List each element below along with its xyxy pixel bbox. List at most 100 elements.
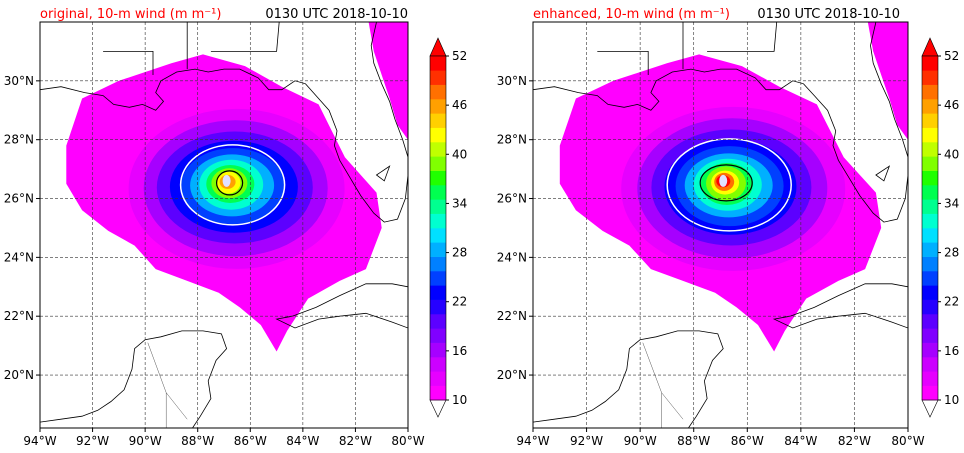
- colorbar-segment: [430, 199, 446, 214]
- colorbar-tick-label: 46: [452, 98, 467, 112]
- contour-black: [216, 170, 244, 196]
- grid-lines: [533, 22, 908, 428]
- colorbar-tick-label: 52: [452, 49, 467, 63]
- colorbar-segment: [922, 385, 938, 401]
- coastline-cuba: [275, 283, 408, 329]
- map-frame: [39, 21, 409, 429]
- colorbar-segment: [430, 328, 446, 343]
- colorbar-segment: [922, 371, 938, 386]
- colorbar-segment: [430, 256, 446, 272]
- colorbar-tick-label: 34: [944, 196, 959, 210]
- colorbar-segment: [430, 314, 446, 329]
- colorbar-frame: [429, 55, 447, 401]
- x-tick-label: 80°W: [391, 434, 424, 448]
- y-tick-label: 24°N: [497, 250, 527, 264]
- colorbar-tick-label: 16: [944, 344, 959, 358]
- colorbar-segment: [430, 385, 446, 401]
- colorbar-tick-label: 46: [944, 98, 959, 112]
- y-tick-label: 20°N: [4, 368, 34, 382]
- x-tick-labels: 94°W 92°W 90°W 88°W 86°W 84°W 82°W 80°W: [23, 428, 425, 448]
- colorbar-segment: [430, 228, 446, 243]
- colorbar-segment: [430, 127, 446, 143]
- colorbar-segment: [430, 99, 446, 114]
- x-tick-label: 92°W: [570, 434, 603, 448]
- colorbar-segment: [922, 142, 938, 157]
- colorbar-tick-label: 28: [452, 246, 467, 260]
- panel-original: original, 10-m wind (m m⁻¹) 0130 UTC 201…: [4, 7, 468, 448]
- colorbar-segment: [922, 99, 938, 114]
- y-tick-label: 26°N: [4, 192, 34, 206]
- colorbar-tick-label: 52: [944, 49, 959, 63]
- colorbar-segment: [922, 127, 938, 143]
- panel-title-left: original, 10-m wind (m m⁻¹): [40, 7, 221, 22]
- colorbar-segment: [922, 199, 938, 214]
- colorbar-segment: [430, 84, 446, 100]
- colorbar-segment: [922, 314, 938, 329]
- colorbar-segment: [430, 185, 446, 200]
- wind-atlantic: [368, 22, 408, 140]
- x-tick-label: 84°W: [286, 434, 319, 448]
- y-tick-labels: 30°N 28°N 26°N 24°N 22°N 20°N: [4, 74, 40, 382]
- colorbar-segment: [922, 242, 938, 257]
- x-tick-label: 94°W: [516, 434, 549, 448]
- colorbar-tick-label: 40: [452, 147, 467, 161]
- coastline-us: [40, 68, 408, 223]
- panel-enhanced: enhanced, 10-m wind (m m⁻¹) 0130 UTC 201…: [497, 7, 960, 448]
- y-tick-labels: 30°N 28°N 26°N 24°N 22°N 20°N: [497, 74, 533, 382]
- colorbar-segment: [430, 170, 446, 186]
- coastline-cuba: [772, 283, 908, 329]
- colorbar-tick-label: 34: [452, 196, 467, 210]
- colorbar-frame: [921, 55, 939, 401]
- contour-black: [699, 164, 753, 202]
- country-border: [166, 392, 188, 420]
- panel-title-left: enhanced, 10-m wind (m m⁻¹): [533, 7, 730, 22]
- coastline-florida-east: [870, 22, 908, 158]
- colorbar-tick-label: 28: [944, 246, 959, 260]
- colorbar-tick-label: 10: [452, 393, 467, 407]
- state-border: [103, 51, 154, 75]
- colorbar-segment: [430, 70, 446, 85]
- y-tick-label: 20°N: [497, 368, 527, 382]
- colorbar-extend-min: [921, 399, 939, 418]
- colorbar-extend-min: [429, 399, 447, 418]
- x-tick-label: 84°W: [784, 434, 817, 448]
- x-tick-label: 92°W: [76, 434, 109, 448]
- y-tick-label: 28°N: [497, 133, 527, 147]
- coastline-layer: [533, 22, 908, 428]
- x-tick-label: 86°W: [731, 434, 764, 448]
- contour-white: [666, 138, 792, 232]
- colorbar-segment: [922, 156, 938, 171]
- colorbar: 10 16 22 28 34 40 46 52: [429, 37, 467, 418]
- colorbar-segment: [430, 271, 446, 286]
- map-frame: [532, 21, 909, 429]
- x-tick-labels: 94°W 92°W 90°W 88°W 86°W 84°W 82°W 80°W: [516, 428, 925, 448]
- x-tick-label: 88°W: [677, 434, 710, 448]
- colorbar-extend-max: [429, 37, 447, 57]
- x-tick-label: 86°W: [234, 434, 267, 448]
- state-border: [210, 22, 280, 52]
- colorbar-segment: [922, 185, 938, 200]
- x-tick-label: 82°W: [339, 434, 372, 448]
- colorbar-segment: [922, 70, 938, 85]
- coastline-florida-east: [370, 22, 408, 158]
- panel-time-label: 0130 UTC 2018-10-10: [265, 7, 408, 22]
- colorbar: 10 16 22 28 34 40 46 52: [921, 37, 959, 418]
- colorbar-segment: [430, 142, 446, 157]
- y-tick-label: 26°N: [497, 192, 527, 206]
- colorbar-segment: [922, 56, 938, 71]
- colorbar-segment: [922, 285, 938, 300]
- colorbar-segment: [430, 213, 446, 229]
- colorbar-segment: [430, 56, 446, 71]
- colorbar-segment: [430, 342, 446, 358]
- colorbar-segment: [922, 299, 938, 315]
- y-tick-label: 30°N: [497, 74, 527, 88]
- colorbar-segment: [430, 156, 446, 171]
- colorbar-segment: [430, 371, 446, 386]
- wind-atlantic: [867, 22, 908, 140]
- colorbar-segment: [922, 84, 938, 100]
- colorbar-segment: [922, 357, 938, 372]
- x-tick-label: 90°W: [624, 434, 657, 448]
- y-tick-label: 28°N: [4, 133, 34, 147]
- colorbar-segment: [922, 213, 938, 229]
- colorbar-segment: [430, 285, 446, 300]
